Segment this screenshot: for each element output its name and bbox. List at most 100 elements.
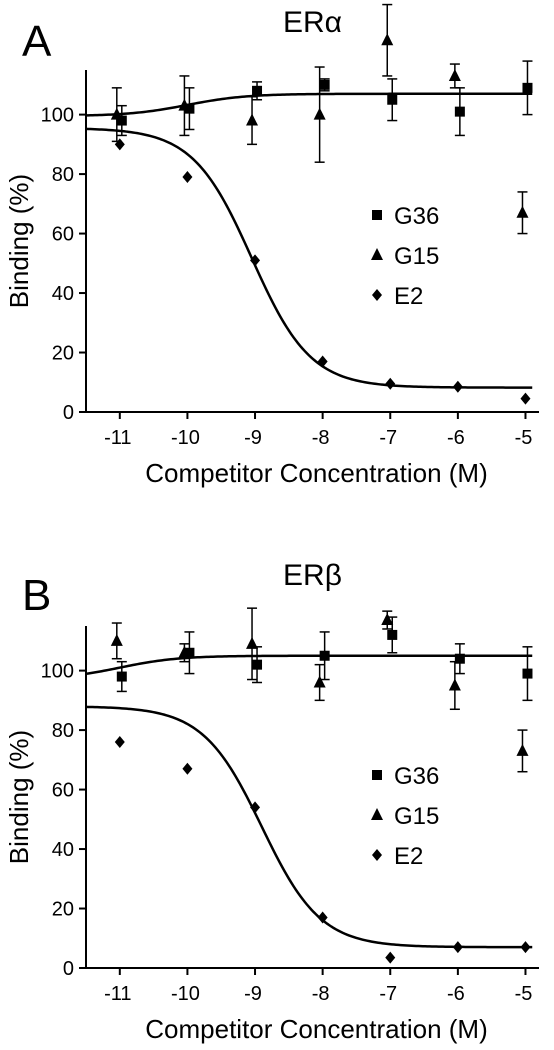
- data-point-g36: [387, 94, 398, 105]
- chart-b-y-tick-label: 20: [52, 899, 74, 921]
- chart-a-x-tick-label: -6: [447, 427, 465, 449]
- data-point-g36: [387, 629, 398, 640]
- legend-marker-g15: [371, 808, 383, 820]
- data-point-e2: [114, 735, 125, 748]
- data-point-g36: [116, 671, 127, 682]
- data-point-g36: [454, 653, 465, 664]
- chart-b-x-tick-label: -8: [312, 983, 330, 1005]
- chart-b-y-tick-label: 60: [52, 780, 74, 802]
- chart-a-x-tick-label: -11: [104, 427, 131, 449]
- chart-b-series-g36: [116, 616, 533, 702]
- chart-b-series-e2: [114, 735, 531, 964]
- data-point-g15: [381, 33, 394, 46]
- chart-b-y-tick-label: 0: [63, 958, 74, 980]
- chart-a-fit-curve-g36: [85, 92, 533, 117]
- chart-a-y-tick-label: 20: [52, 343, 74, 365]
- chart-a-y-tick-label: 0: [63, 402, 74, 424]
- chart-b-title: ERβ: [283, 559, 342, 592]
- chart-b-fit-curve-e2: [85, 705, 533, 949]
- data-point-g36: [184, 103, 195, 114]
- data-point-e2: [182, 171, 193, 184]
- data-point-e2: [520, 941, 531, 954]
- chart-b-x-tick-label: -10: [171, 983, 200, 1005]
- chart-a-y-tick-label: 60: [52, 224, 74, 246]
- data-point-g36: [184, 647, 195, 658]
- legend-marker-g36: [372, 770, 382, 780]
- chart-b-x-tick-label: -11: [104, 983, 131, 1005]
- chart-a-y-tick-label: 40: [52, 283, 74, 305]
- chart-a-x-tick-label: -9: [244, 427, 262, 449]
- data-point-g15: [516, 205, 529, 218]
- legend-label-g36: G36: [394, 763, 439, 790]
- data-point-g15: [110, 633, 123, 646]
- data-point-e2: [385, 951, 396, 964]
- data-point-g15: [178, 645, 191, 658]
- data-point-e2: [182, 762, 193, 775]
- data-point-g15: [110, 107, 123, 120]
- legend-marker-e2: [372, 849, 382, 861]
- data-point-g15: [381, 613, 394, 626]
- chart-a-x-axis-label: Competitor Concentration (M): [145, 458, 487, 488]
- legend-marker-g36: [372, 210, 382, 220]
- chart-panel-b: B ERβ 0 20 40 60 80 100 -11 -10 -9 -8 -7 -6 -5 Competit…: [0, 525, 554, 1050]
- chart-a-x-tick-label: -5: [515, 427, 533, 449]
- data-point-e2: [452, 941, 463, 954]
- chart-a-series-e2: [114, 138, 531, 405]
- data-point-e2: [520, 392, 531, 405]
- chart-a-y-tick-label: 100: [41, 105, 74, 127]
- data-point-e2: [385, 377, 396, 390]
- legend-marker-e2: [372, 289, 382, 301]
- data-point-e2: [452, 380, 463, 393]
- chart-b-x-axis-label: Competitor Concentration (M): [145, 1014, 487, 1044]
- data-point-g36: [319, 79, 330, 90]
- chart-b-series-g15: [110, 607, 529, 773]
- chart-b-x-tick-label: -7: [379, 983, 397, 1005]
- legend-label-g15: G15: [394, 243, 439, 270]
- panel-a-letter: A: [22, 17, 52, 66]
- legend-label-e2: E2: [394, 843, 423, 870]
- chart-a-fit-curve-e2: [85, 127, 533, 389]
- data-point-e2: [250, 801, 261, 814]
- chart-a-series-g36: [116, 60, 533, 137]
- data-point-g15: [246, 636, 259, 649]
- legend-label-e2: E2: [394, 283, 423, 310]
- data-point-e2: [317, 911, 328, 924]
- chart-a-y-axis-label: Binding (%): [4, 174, 34, 308]
- chart-b-svg: B ERβ 0 20 40 60 80 100 -11 -10 -9 -8 -7 -6 -5 Competit…: [4, 559, 539, 1044]
- legend-label-g36: G36: [394, 203, 439, 230]
- data-point-g36: [116, 115, 127, 126]
- chart-b-y-tick-label: 100: [41, 661, 74, 683]
- data-point-g15: [313, 107, 326, 120]
- chart-b-x-tick-label: -5: [515, 983, 533, 1005]
- chart-a-svg: A ERα 0 20 40 60 80 100 -11 -10 -9 -8 -7 -6 -5 Competit…: [4, 3, 539, 488]
- chart-b-x-tick-label: -9: [244, 983, 262, 1005]
- data-point-g36: [319, 650, 330, 661]
- chart-b-y-tick-label: 40: [52, 839, 74, 861]
- chart-a-x-tick-label: -10: [171, 427, 200, 449]
- data-point-e2: [317, 355, 328, 368]
- data-point-g15: [448, 678, 461, 691]
- data-point-g15: [313, 675, 326, 688]
- chart-a-series-g15: [110, 3, 529, 235]
- data-point-g36: [522, 668, 533, 679]
- chart-b-y-tick-label: 80: [52, 720, 74, 742]
- chart-b-x-tick-label: -6: [447, 983, 465, 1005]
- chart-panel-a: A ERα 0 20 40 60 80 100 -11 -10 -9 -8 -7 -6 -5 Competit…: [4, 3, 539, 488]
- chart-b-fit-curve-g36: [85, 654, 533, 676]
- data-point-g36: [252, 85, 263, 96]
- data-point-g36: [454, 106, 465, 117]
- panel-b-letter: B: [22, 571, 51, 620]
- chart-a-x-tick-label: -8: [312, 427, 330, 449]
- data-point-e2: [114, 138, 125, 151]
- data-point-g15: [448, 68, 461, 81]
- data-point-g36: [252, 659, 263, 670]
- data-point-e2: [250, 254, 261, 267]
- legend-marker-g15: [371, 248, 383, 260]
- chart-a-y-tick-label: 80: [52, 164, 74, 186]
- data-point-g15: [178, 98, 191, 111]
- legend-label-g15: G15: [394, 803, 439, 830]
- data-point-g15: [246, 113, 259, 126]
- data-point-g36: [522, 82, 533, 93]
- chart-a-title: ERα: [283, 6, 342, 39]
- data-point-g15: [516, 743, 529, 756]
